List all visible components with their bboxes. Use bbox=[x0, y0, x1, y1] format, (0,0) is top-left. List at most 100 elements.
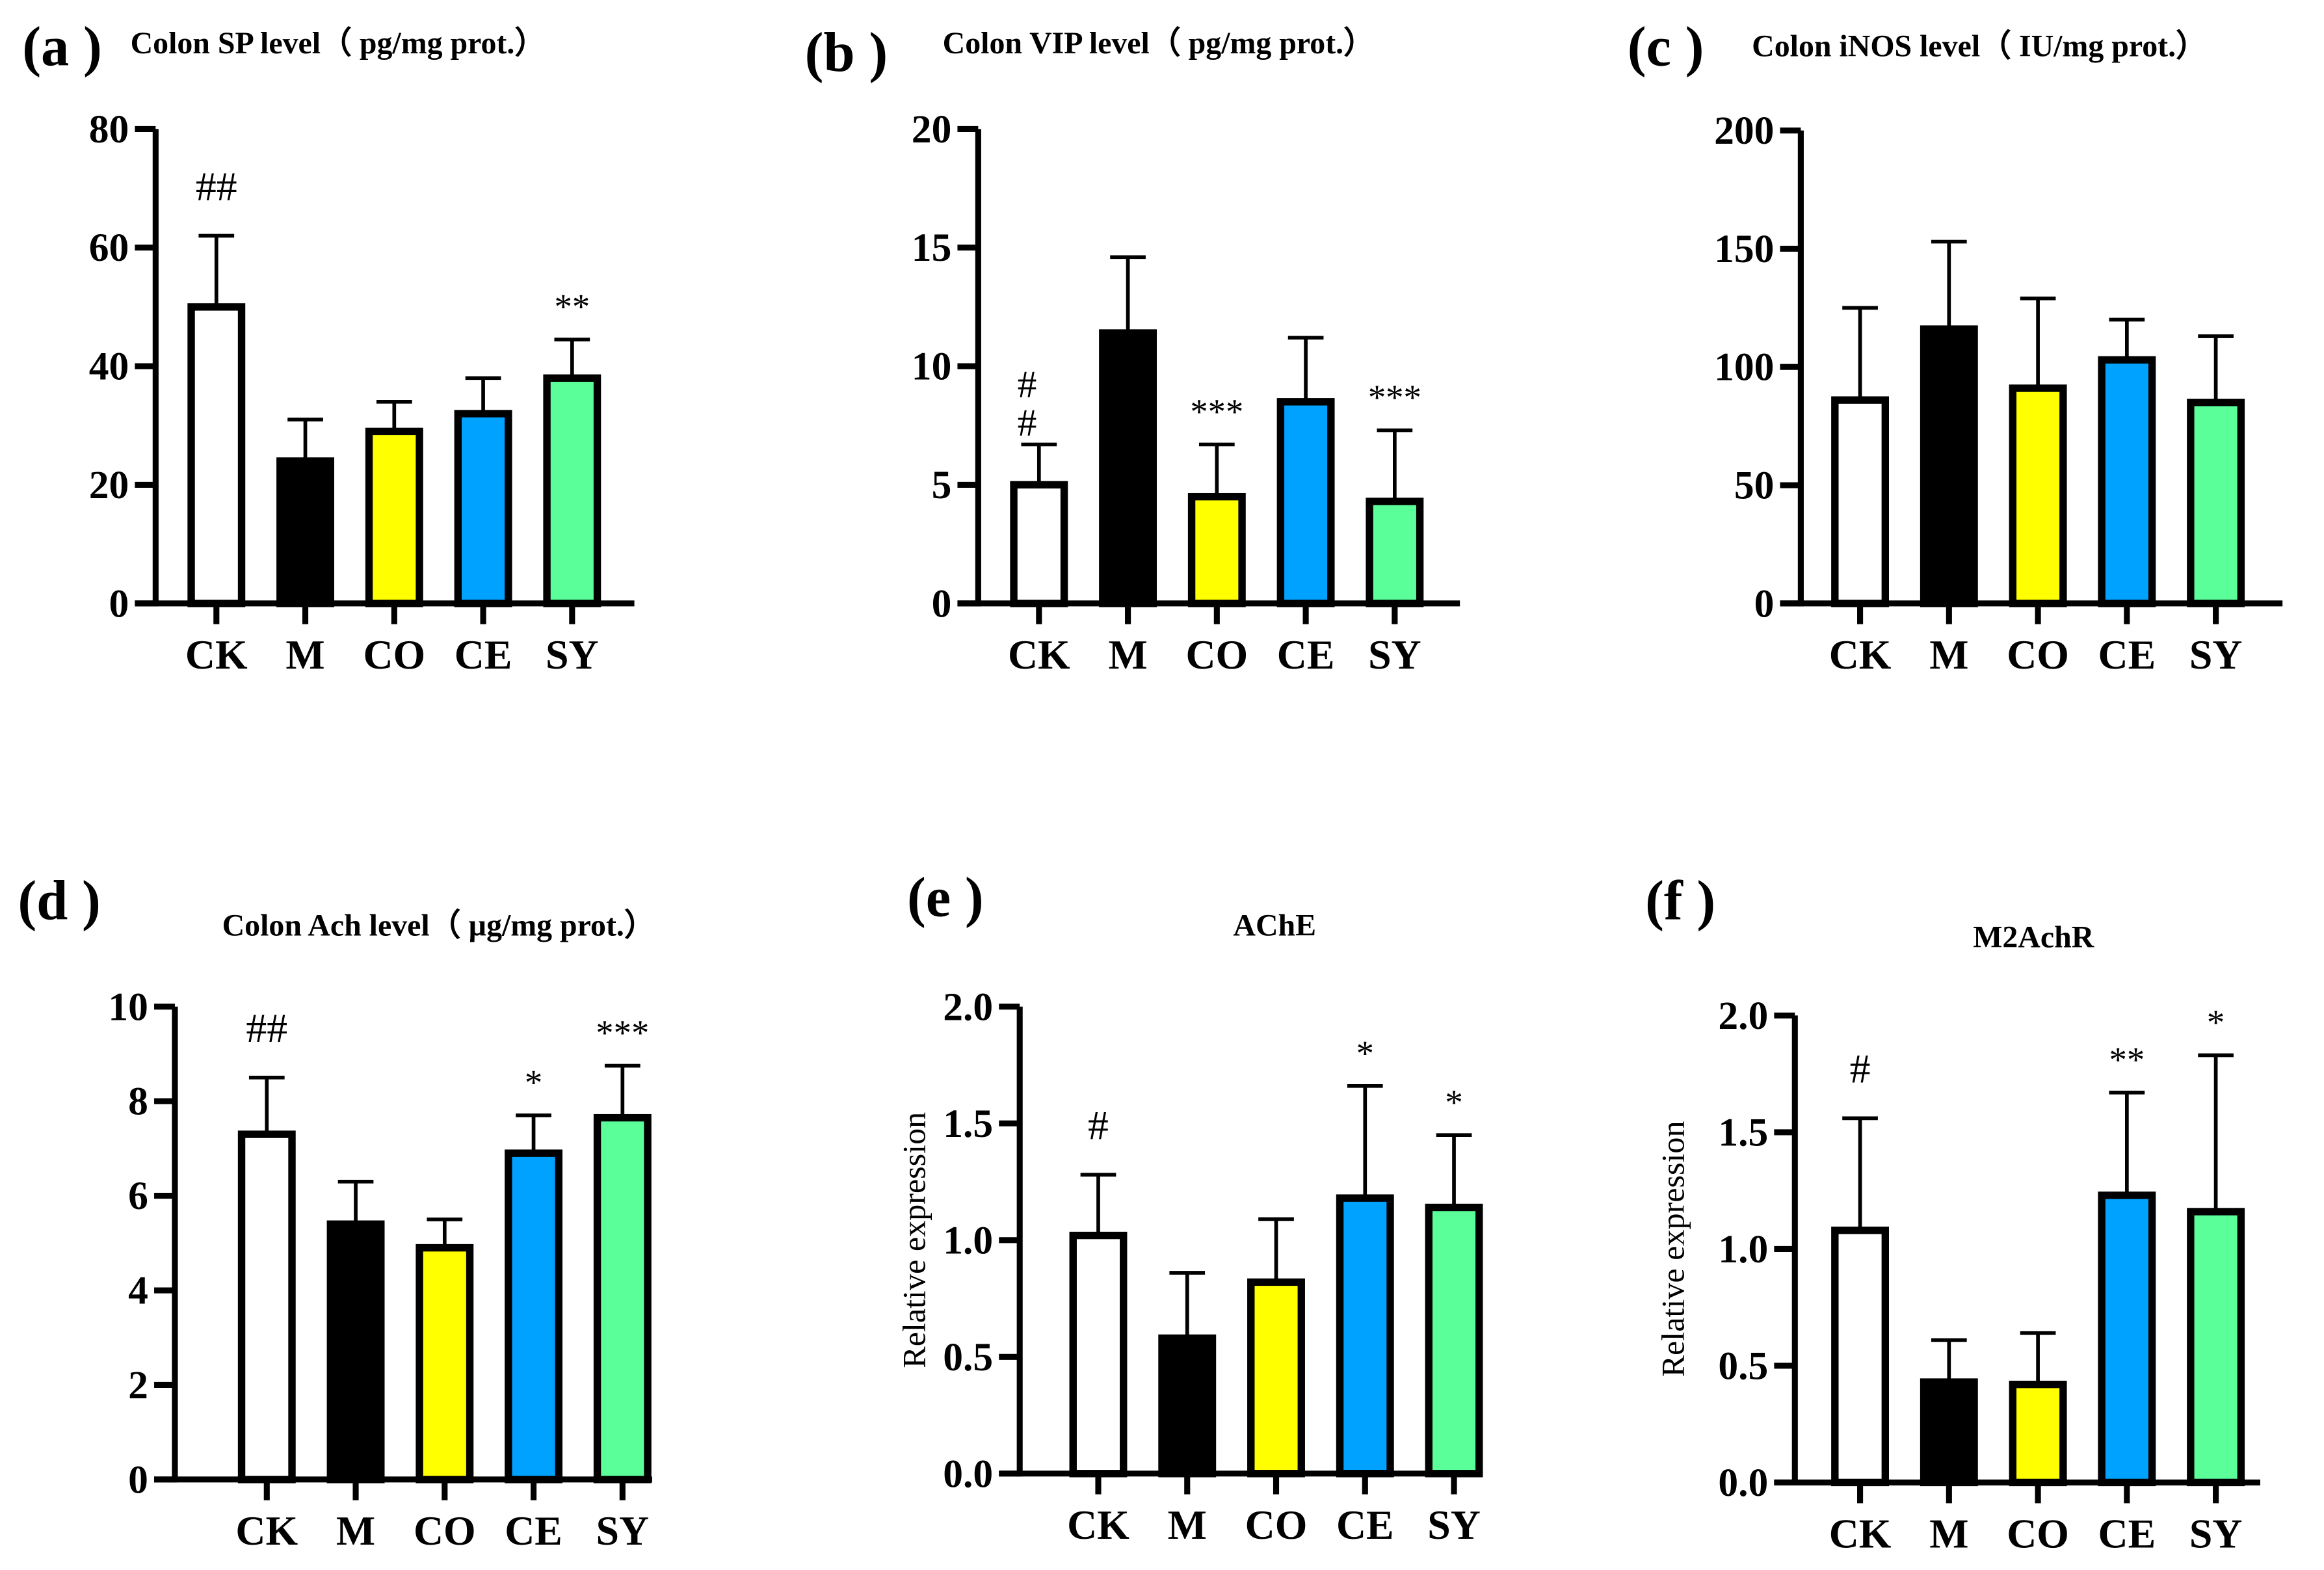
y-tick-label: 0 bbox=[128, 1457, 148, 1502]
x-tick-label: SY bbox=[546, 632, 599, 678]
y-tick-label: 20 bbox=[912, 107, 952, 152]
chart-title: Colon iNOS level（ IU/mg prot.） bbox=[1752, 29, 2207, 64]
x-tick-label: M bbox=[336, 1508, 375, 1554]
bar-CO bbox=[2009, 384, 2067, 607]
significance-label: *** bbox=[1368, 378, 1421, 418]
x-tick-label: CK bbox=[185, 632, 248, 678]
y-tick-label: 200 bbox=[1714, 109, 1774, 153]
y-tick-label: 1.0 bbox=[943, 1218, 993, 1262]
bar-CO bbox=[2009, 1380, 2067, 1487]
y-tick-label: 1.0 bbox=[1718, 1227, 1768, 1271]
significance-label: * bbox=[2207, 1003, 2225, 1043]
y-tick-label: 2.0 bbox=[1718, 994, 1768, 1038]
x-tick-label: CK bbox=[1067, 1502, 1129, 1548]
y-tick-label: 1.5 bbox=[1718, 1110, 1768, 1154]
y-tick-label: 0.5 bbox=[1718, 1344, 1768, 1388]
bar-SY bbox=[543, 374, 601, 607]
bar-M bbox=[1920, 1378, 1978, 1487]
bar-CO bbox=[365, 427, 423, 607]
significance-label: # bbox=[1088, 1102, 1109, 1149]
y-tick-label: 0 bbox=[1754, 581, 1775, 626]
x-tick-label: CE bbox=[2098, 632, 2156, 678]
significance-label: ## bbox=[196, 163, 237, 209]
y-tick-label: 0 bbox=[109, 581, 129, 626]
y-tick-label: 100 bbox=[1714, 345, 1774, 390]
y-tick-label: 40 bbox=[89, 345, 129, 389]
y-tick-label: 150 bbox=[1714, 227, 1774, 271]
y-tick-label: 4 bbox=[128, 1269, 148, 1313]
panel-label: (a ) bbox=[22, 15, 102, 77]
panel-label: (f ) bbox=[1645, 869, 1715, 931]
panel-label: (c ) bbox=[1628, 15, 1704, 77]
bar-CK bbox=[1069, 1231, 1128, 1478]
panel-label: (b ) bbox=[805, 21, 888, 83]
bar-M bbox=[1158, 1334, 1217, 1478]
y-tick-label: 0.0 bbox=[943, 1452, 993, 1496]
x-tick-label: SY bbox=[2189, 632, 2243, 678]
x-tick-label: CE bbox=[1336, 1502, 1394, 1548]
y-tick-label: 1.5 bbox=[943, 1102, 993, 1146]
bar-M bbox=[1920, 325, 1978, 607]
y-tick-label: 5 bbox=[932, 463, 952, 507]
significance-label: ## bbox=[246, 1005, 287, 1051]
bar-CE bbox=[2098, 1191, 2156, 1487]
bar-SY bbox=[593, 1113, 652, 1484]
x-tick-label: M bbox=[1168, 1502, 1207, 1548]
x-tick-label: CE bbox=[1277, 632, 1335, 678]
y-tick-label: 20 bbox=[89, 463, 129, 507]
x-tick-label: CO bbox=[2007, 1511, 2069, 1557]
bar-SY bbox=[2187, 1208, 2245, 1487]
bar-CE bbox=[2098, 356, 2156, 607]
significance-label: # bbox=[1850, 1046, 1871, 1092]
chart-title: Colon Ach level（ µg/mg prot.） bbox=[222, 908, 655, 942]
bar-SY bbox=[2187, 399, 2245, 607]
chart-title: M2AchR bbox=[1973, 920, 2094, 955]
x-tick-label: SY bbox=[1427, 1502, 1481, 1548]
y-tick-label: 50 bbox=[1734, 464, 1775, 508]
chart-panel-5: (f ) M2AchR Relative expression 0.0 0.5 1.0 1.… bbox=[1645, 869, 2260, 1557]
bar-CE bbox=[1276, 398, 1335, 607]
chart-panel-0: (a ) Colon SP level（ pg/mg prot.） 0 20 40 60 8… bbox=[22, 15, 635, 678]
x-tick-label: CO bbox=[1245, 1502, 1308, 1548]
significance-label: ** bbox=[2109, 1040, 2145, 1080]
y-tick-label: 0 bbox=[932, 581, 952, 626]
y-tick-label: 2 bbox=[128, 1363, 148, 1407]
significance-label: *** bbox=[1190, 392, 1243, 432]
chart-panel-2: (c ) Colon iNOS level（ IU/mg prot.） 0 50 100… bbox=[1628, 15, 2283, 678]
x-tick-label: CE bbox=[505, 1508, 562, 1554]
x-tick-label: M bbox=[1929, 1511, 1968, 1557]
y-axis-label: Relative expression bbox=[895, 1112, 932, 1368]
y-axis-label: Relative expression bbox=[1654, 1121, 1691, 1377]
bar-CK bbox=[1831, 1227, 1890, 1487]
y-tick-label: 10 bbox=[108, 985, 148, 1029]
y-tick-label: 15 bbox=[912, 226, 952, 270]
y-tick-label: 0.0 bbox=[1718, 1461, 1768, 1505]
y-tick-label: 80 bbox=[89, 107, 129, 152]
bar-CK bbox=[237, 1130, 296, 1484]
y-tick-label: 2.0 bbox=[943, 985, 993, 1029]
bar-CK bbox=[187, 303, 246, 607]
y-tick-label: 60 bbox=[89, 226, 129, 270]
x-tick-label: CK bbox=[235, 1508, 298, 1554]
x-tick-label: M bbox=[1108, 632, 1147, 678]
bar-CK bbox=[1831, 396, 1890, 607]
significance-label: ** bbox=[554, 287, 590, 326]
x-tick-label: CK bbox=[1829, 1511, 1892, 1557]
chart-title: AChE bbox=[1233, 908, 1316, 942]
bar-M bbox=[326, 1220, 385, 1484]
x-tick-label: CE bbox=[455, 632, 512, 678]
y-tick-label: 8 bbox=[128, 1080, 148, 1124]
bar-SY bbox=[1425, 1203, 1483, 1478]
bar-CE bbox=[1336, 1194, 1394, 1478]
x-tick-label: CO bbox=[414, 1508, 476, 1554]
significance-label: * bbox=[1445, 1082, 1462, 1122]
panel-label: (e ) bbox=[907, 866, 984, 929]
bar-CE bbox=[454, 410, 512, 607]
chart-panel-1: (b ) Colon VIP level（ pg/mg prot.） 0 5 10 15 2… bbox=[805, 21, 1460, 678]
x-tick-label: M bbox=[285, 632, 324, 678]
x-tick-label: SY bbox=[2189, 1511, 2243, 1557]
bar-M bbox=[276, 457, 334, 607]
chart-panel-4: (e ) AChE Relative expression 0.0 0.5 1.0 1.5 2… bbox=[895, 866, 1483, 1548]
x-tick-label: M bbox=[1929, 632, 1968, 678]
bar-CK bbox=[1010, 481, 1068, 607]
